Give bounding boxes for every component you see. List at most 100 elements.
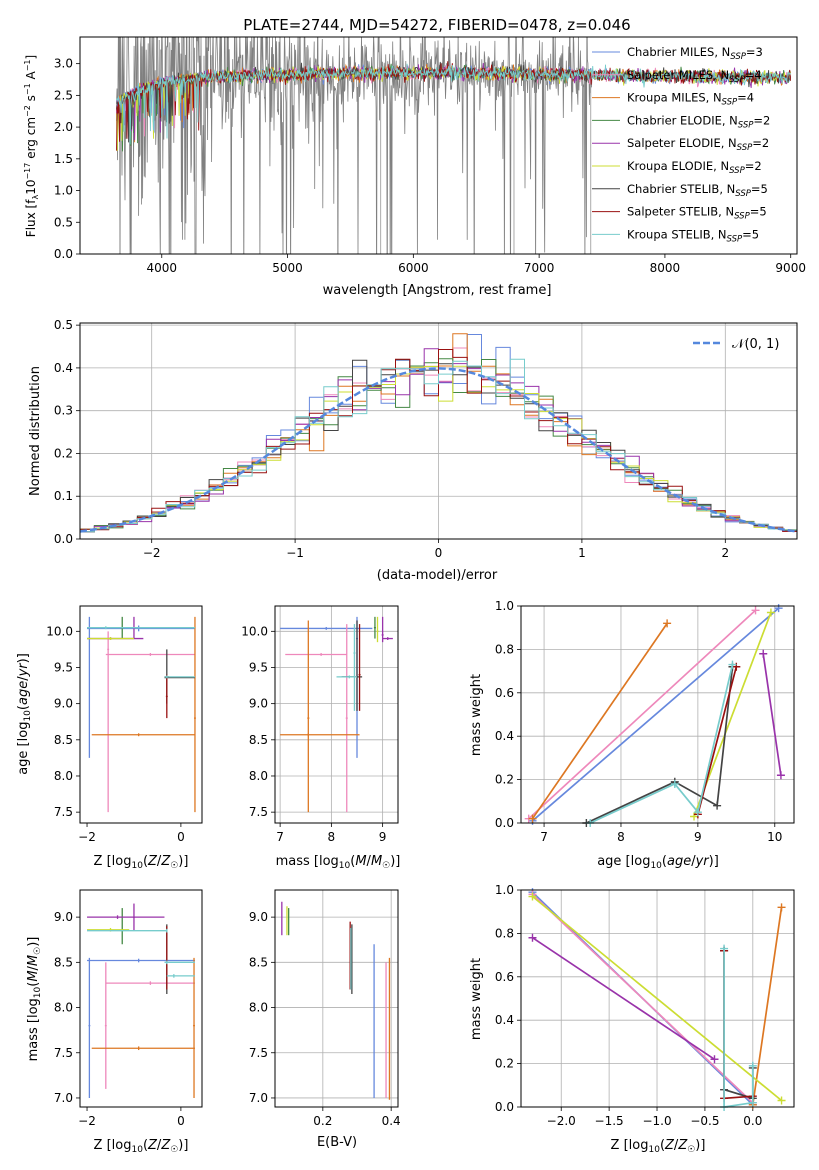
legend-label-main: Salpeter MILES, N (627, 68, 729, 82)
y-tick-label: 0.6 (495, 686, 514, 700)
mass-weight-vs-metallicity-grid: −2.0 −1.5 −1.0 −0.5 0.0 0.0 0.2 0.4 0.6 0.8 1.0 (495, 883, 794, 1128)
mass-weight-marker (748, 1061, 757, 1070)
y-tick-label: 7.5 (249, 1046, 268, 1060)
age-vs-metallicity-panel: −2 0 7.5 8.0 8.5 9.0 9.5 10.0 Z [log10(Z/Z☉)] a… (16, 605, 203, 871)
age-vs-mass-grid: 7 8 9 7.5 8.0 8.5 9.0 9.5 10.0 (241, 606, 398, 844)
mass-weight-marker (728, 660, 737, 669)
legend-label-sub: SSP (734, 212, 750, 222)
x-tick-label: 4000 (146, 261, 177, 275)
y-tick-label: 7.0 (54, 1091, 73, 1105)
y-tick-label: 7.5 (54, 805, 73, 819)
mass-weight-marker (528, 933, 537, 942)
y-tick-label: 8.5 (54, 733, 73, 747)
legend-label-main: Kroupa ELODIE, N (627, 159, 729, 173)
spectrum-ticks: 4000 5000 6000 7000 8000 9000 0.0 0.5 1.0 1.5 2.0 2… (54, 57, 806, 275)
y-tick-label: 7.0 (249, 1091, 268, 1105)
x-tick-label: −2 (78, 830, 96, 844)
legend-label-sub: SSP (730, 52, 746, 62)
gaussian-reference-curve (79, 367, 798, 533)
mass-vs-metallicity-panel: −2 0 7.0 7.5 8.0 8.5 9.0 Z [log10(Z/Z☉)] mass … (26, 889, 203, 1155)
mass-weight-line (751, 907, 783, 1105)
residuals-xlabel: (data-model)/error (377, 568, 498, 583)
mass-weight-marker (751, 606, 760, 615)
legend-label-sub: SSP (737, 143, 753, 153)
legend-label-main: Salpeter ELODIE, N (627, 136, 737, 150)
residual-histogram (80, 349, 797, 532)
spectrum-ylabel: Flux [fλ10−17 erg cm−2 s−1 A−1] (23, 55, 40, 237)
y-tick-label: 0.0 (495, 816, 514, 830)
y-tick-label: 10.0 (241, 624, 268, 638)
mass-weight-marker (777, 1096, 786, 1105)
y-tick-label: 9.0 (54, 697, 73, 711)
legend-label-main: Chabrier MILES, N (627, 45, 730, 59)
y-tick-label: 9.5 (249, 660, 268, 674)
mass-weight-line (762, 653, 782, 776)
x-tick-label: 0 (177, 830, 185, 844)
mass-vs-ebv-panel: 0.2 0.4 7.0 7.5 8.0 8.5 9.0 E(B-V) (249, 889, 401, 1150)
mass-vs-metallicity-frame (79, 889, 203, 1108)
legend-label-sub: SSP (729, 166, 745, 176)
mass-vs-ebv-frame (274, 889, 399, 1108)
x-tick-label: 9 (379, 830, 387, 844)
x-tick-label: 6000 (398, 261, 429, 275)
y-tick-label: 1.0 (495, 883, 514, 897)
y-tick-label: 1.0 (495, 599, 514, 613)
mass-weight-line (531, 893, 754, 1104)
mass-vs-metallicity-xlabel: Z [log10(Z/Z☉)] (94, 1138, 189, 1155)
y-tick-label: 8.0 (54, 1001, 73, 1015)
x-tick-label: 5000 (272, 261, 303, 275)
mass-weight-marker (528, 892, 537, 901)
mass-weight-marker (528, 814, 537, 823)
y-tick-label: 7.5 (54, 1046, 73, 1060)
legend-label-main: Kroupa MILES, N (627, 91, 722, 105)
mass-vs-metallicity-ticks: −2 0 7.0 7.5 8.0 8.5 9.0 (54, 910, 185, 1128)
y-tick-label: 2.5 (54, 88, 73, 102)
x-tick-label: 0.0 (743, 1114, 762, 1128)
y-tick-label: 8.0 (249, 1001, 268, 1015)
y-tick-label: 1.5 (54, 152, 73, 166)
legend-label-main: Salpeter STELIB, N (627, 205, 734, 219)
age-vs-metallicity-points (87, 616, 196, 813)
x-tick-label: 7 (276, 830, 284, 844)
y-tick-label: 9.0 (54, 910, 73, 924)
y-tick-label: 9.0 (249, 697, 268, 711)
y-tick-label: 0.8 (495, 642, 514, 656)
age-vs-mass-points (280, 616, 393, 813)
residuals-frame (79, 322, 798, 540)
y-tick-label: 8.5 (249, 733, 268, 747)
age-vs-mass-panel: 7 8 9 7.5 8.0 8.5 9.0 9.5 10.0 mass [log10(M/M☉)… (241, 605, 400, 871)
legend-label: Salpeter STELIB, NSSP=5 (627, 205, 767, 222)
mass-weight-vs-age-panel: 7 8 9 10 0.0 0.2 0.4 0.6 0.8 1.0 age [log10(age/y… (469, 599, 795, 871)
mass-weight-line (723, 950, 754, 1100)
legend-label-end: =5 (751, 182, 768, 196)
residuals-legend: 𝒩(0, 1) (693, 337, 779, 352)
legend-label-sub: SSP (729, 75, 745, 85)
mass-weight-line (723, 950, 753, 1100)
mass-weight-vs-metallicity-frame (520, 889, 795, 1108)
y-tick-label: 0.2 (495, 773, 514, 787)
spectrum-observed-flux (116, 37, 593, 254)
residuals-grid: −2 −1 0 1 2 0.0 0.1 0.2 0.3 0.4 0.5 (54, 318, 797, 560)
mass-vs-ebv-xlabel: E(B-V) (317, 1135, 357, 1150)
y-tick-label: 0.1 (54, 489, 73, 503)
legend-label-sub: SSP (727, 234, 743, 244)
mass-weight-vs-metallicity-ylabel: mass weight (469, 958, 484, 1040)
legend-label-main: Kroupa STELIB, N (627, 227, 727, 241)
x-tick-label: 8000 (650, 261, 681, 275)
x-tick-label: 0 (177, 1114, 185, 1128)
legend-label-end: =5 (750, 205, 767, 219)
legend-label: Kroupa ELODIE, NSSP=2 (627, 159, 762, 176)
mass-weight-vs-age-xlabel: age [log10(age/yr)] (597, 854, 719, 871)
mass-weight-line (697, 666, 738, 815)
mass-weight-marker (748, 1098, 757, 1107)
y-tick-label: 9.5 (54, 660, 73, 674)
y-tick-label: 7.5 (249, 805, 268, 819)
legend-label-end: =4 (737, 91, 754, 105)
mass-weight-vs-metallicity-xlabel: Z [log10(Z/Z☉)] (611, 1138, 706, 1155)
legend-label-main: Chabrier STELIB, N (627, 182, 735, 196)
x-tick-label: −2.0 (547, 1114, 576, 1128)
mass-weight-marker (759, 649, 768, 658)
residuals-ylabel: Normed distribution (28, 366, 43, 496)
mass-weight-marker (766, 608, 775, 617)
residuals-legend-label: 𝒩(0, 1) (732, 337, 779, 352)
